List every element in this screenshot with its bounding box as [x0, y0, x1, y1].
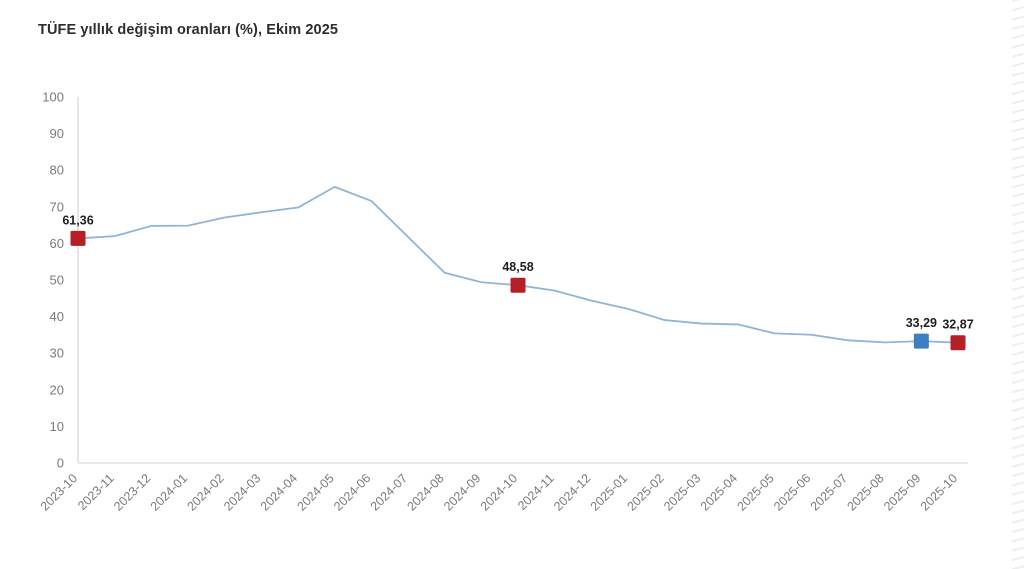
x-tick-label: 2024-05	[294, 471, 336, 513]
y-tick-label: 10	[50, 419, 64, 434]
x-tick-label: 2025-06	[771, 471, 813, 513]
data-point-label: 61,36	[62, 213, 93, 227]
x-tick-label: 2025-07	[808, 471, 850, 513]
x-tick-label: 2025-08	[844, 471, 886, 513]
x-tick-label: 2024-10	[478, 471, 520, 513]
data-point-label: 33,29	[906, 316, 937, 330]
x-tick-label: 2024-06	[331, 471, 373, 513]
x-tick-label: 2025-03	[661, 471, 703, 513]
x-tick-label: 2025-09	[881, 471, 923, 513]
y-tick-label: 80	[50, 163, 64, 178]
x-tick-label: 2024-03	[221, 471, 263, 513]
y-tick-label: 40	[50, 309, 64, 324]
x-tick-label: 2024-01	[148, 471, 190, 513]
x-tick-label: 2025-02	[624, 471, 666, 513]
x-tick-label: 2024-02	[184, 471, 226, 513]
y-tick-label: 20	[50, 382, 64, 397]
x-tick-label: 2024-11	[515, 471, 557, 513]
y-tick-label: 90	[50, 126, 64, 141]
data-point-label: 32,87	[942, 318, 973, 332]
data-point-marker	[950, 335, 966, 351]
x-tick-label: 2024-09	[441, 471, 483, 513]
x-tick-label: 2024-12	[551, 471, 593, 513]
x-tick-label: 2025-01	[588, 471, 630, 513]
data-point-marker	[510, 277, 526, 293]
chart-title: TÜFE yıllık değişim oranları (%), Ekim 2…	[38, 22, 339, 38]
x-tick-label: 2025-05	[734, 471, 776, 513]
data-point-label: 48,58	[502, 260, 533, 274]
y-tick-label: 50	[50, 273, 64, 288]
data-point-marker	[913, 333, 929, 349]
y-tick-label: 70	[50, 199, 64, 214]
y-tick-label: 60	[50, 236, 64, 251]
x-tick-label: 2023-10	[38, 471, 80, 513]
x-tick-label: 2024-04	[258, 471, 300, 513]
x-tick-label: 2023-11	[75, 471, 117, 513]
x-tick-label: 2025-04	[698, 471, 740, 513]
x-tick-label: 2023-12	[111, 471, 153, 513]
data-point-marker	[70, 230, 86, 246]
y-tick-label: 0	[57, 456, 64, 471]
x-tick-label: 2025-10	[918, 471, 960, 513]
y-tick-label: 30	[50, 346, 64, 361]
x-tick-label: 2024-07	[368, 471, 410, 513]
x-tick-label: 2024-08	[404, 471, 446, 513]
y-tick-label: 100	[42, 90, 64, 105]
